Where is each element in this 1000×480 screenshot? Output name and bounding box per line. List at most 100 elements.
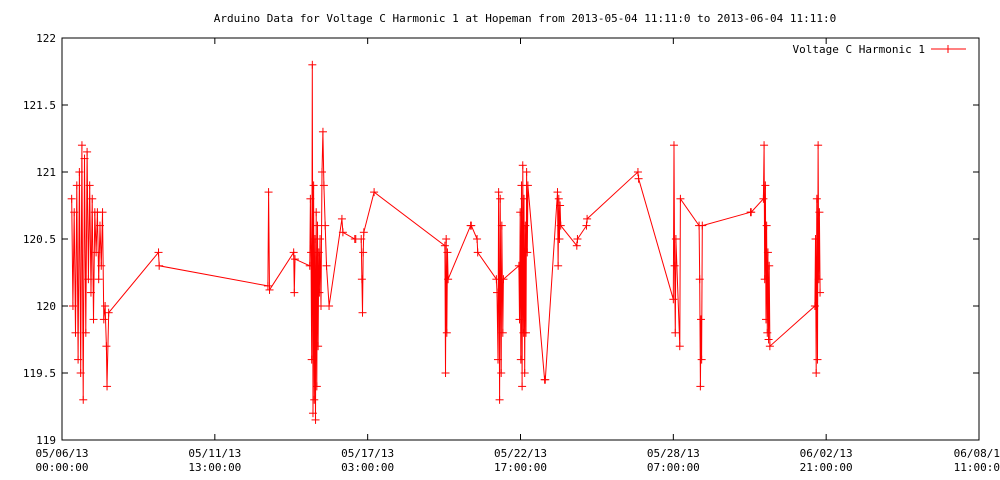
- data-point: [676, 194, 685, 203]
- data-point: [85, 181, 94, 190]
- data-point: [811, 235, 820, 243]
- data-point: [263, 281, 272, 290]
- data-point: [81, 328, 90, 337]
- x-tick-label-time: 00:00:00: [36, 461, 89, 474]
- x-tick-label-time: 07:00:00: [647, 461, 700, 474]
- data-point: [101, 302, 110, 310]
- data-point: [370, 188, 379, 197]
- data-point: [813, 355, 822, 364]
- data-point: [310, 395, 319, 404]
- data-point: [313, 221, 322, 230]
- data-point: [70, 208, 79, 217]
- x-tick-label-time: 13:00:00: [188, 461, 241, 474]
- data-point: [514, 261, 523, 270]
- data-point: [325, 302, 334, 310]
- data-point: [523, 181, 532, 190]
- data-point: [77, 141, 86, 150]
- data-point: [498, 328, 507, 337]
- data-point: [814, 141, 823, 150]
- data-point: [442, 235, 451, 243]
- data-point: [573, 235, 582, 243]
- data-point: [307, 355, 316, 364]
- data-point: [317, 168, 326, 176]
- data-point: [441, 369, 450, 377]
- y-tick-label: 121: [36, 166, 56, 179]
- data-point: [308, 60, 317, 69]
- data-point: [338, 228, 347, 237]
- data-point: [518, 382, 527, 391]
- data-point: [443, 248, 452, 257]
- data-point: [84, 275, 93, 284]
- data-point: [497, 369, 506, 377]
- data-point: [493, 288, 502, 297]
- legend: Voltage C Harmonic 1: [793, 43, 966, 56]
- data-point: [810, 302, 819, 310]
- data-point: [358, 308, 367, 317]
- data-point: [357, 235, 366, 243]
- y-tick-label: 119: [36, 434, 56, 447]
- data-point: [306, 194, 315, 203]
- data-point: [633, 168, 642, 176]
- data-point: [523, 248, 532, 257]
- data-point: [669, 295, 678, 304]
- data-point: [760, 275, 769, 284]
- data-point: [440, 241, 449, 250]
- data-point: [555, 235, 564, 243]
- data-point: [312, 208, 321, 217]
- data-point: [763, 248, 772, 257]
- chart-title: Arduino Data for Voltage C Harmonic 1 at…: [214, 12, 837, 25]
- data-point: [583, 214, 592, 223]
- data-point: [311, 415, 320, 424]
- data-point: [492, 275, 501, 284]
- data-point: [762, 221, 771, 230]
- x-tick-label-date: 05/22/13: [494, 447, 547, 460]
- data-point: [444, 275, 453, 284]
- data-point: [337, 214, 346, 223]
- data-point: [67, 194, 76, 203]
- data-point: [495, 395, 504, 404]
- data-point: [83, 147, 92, 156]
- data-point: [671, 328, 680, 337]
- data-point: [816, 288, 825, 297]
- data-point: [761, 315, 770, 324]
- data-point: [812, 369, 821, 377]
- data-point: [761, 181, 770, 190]
- data-point: [319, 181, 328, 190]
- data-point: [316, 235, 325, 243]
- data-point: [518, 161, 527, 170]
- data-point: [499, 275, 508, 284]
- x-tick-label-date: 05/28/13: [647, 447, 700, 460]
- data-point: [812, 194, 821, 203]
- data-point: [516, 355, 525, 364]
- data-point: [541, 375, 550, 384]
- data-point: [71, 328, 80, 337]
- data-point: [467, 221, 476, 230]
- data-point: [289, 248, 298, 257]
- data-point: [669, 141, 678, 150]
- data-point: [814, 275, 823, 284]
- data-point: [322, 261, 331, 270]
- data-point: [553, 188, 562, 197]
- y-tick-label: 120: [36, 300, 56, 313]
- data-point: [521, 328, 530, 337]
- data-point: [494, 188, 503, 197]
- data-point: [697, 355, 706, 364]
- data-point: [308, 409, 317, 418]
- data-point: [102, 342, 111, 351]
- legend-marker: [944, 45, 952, 53]
- data-point: [496, 194, 505, 203]
- data-point: [99, 315, 108, 324]
- data-point: [634, 174, 643, 183]
- data-point: [670, 261, 679, 270]
- data-point: [309, 181, 318, 190]
- data-point: [89, 315, 98, 324]
- data-point: [264, 188, 273, 197]
- data-point: [95, 221, 104, 230]
- data-point: [675, 342, 684, 351]
- x-tick-label-time: 03:00:00: [341, 461, 394, 474]
- data-point: [516, 208, 525, 217]
- data-point: [556, 221, 565, 230]
- y-tick-label: 121.5: [23, 99, 56, 112]
